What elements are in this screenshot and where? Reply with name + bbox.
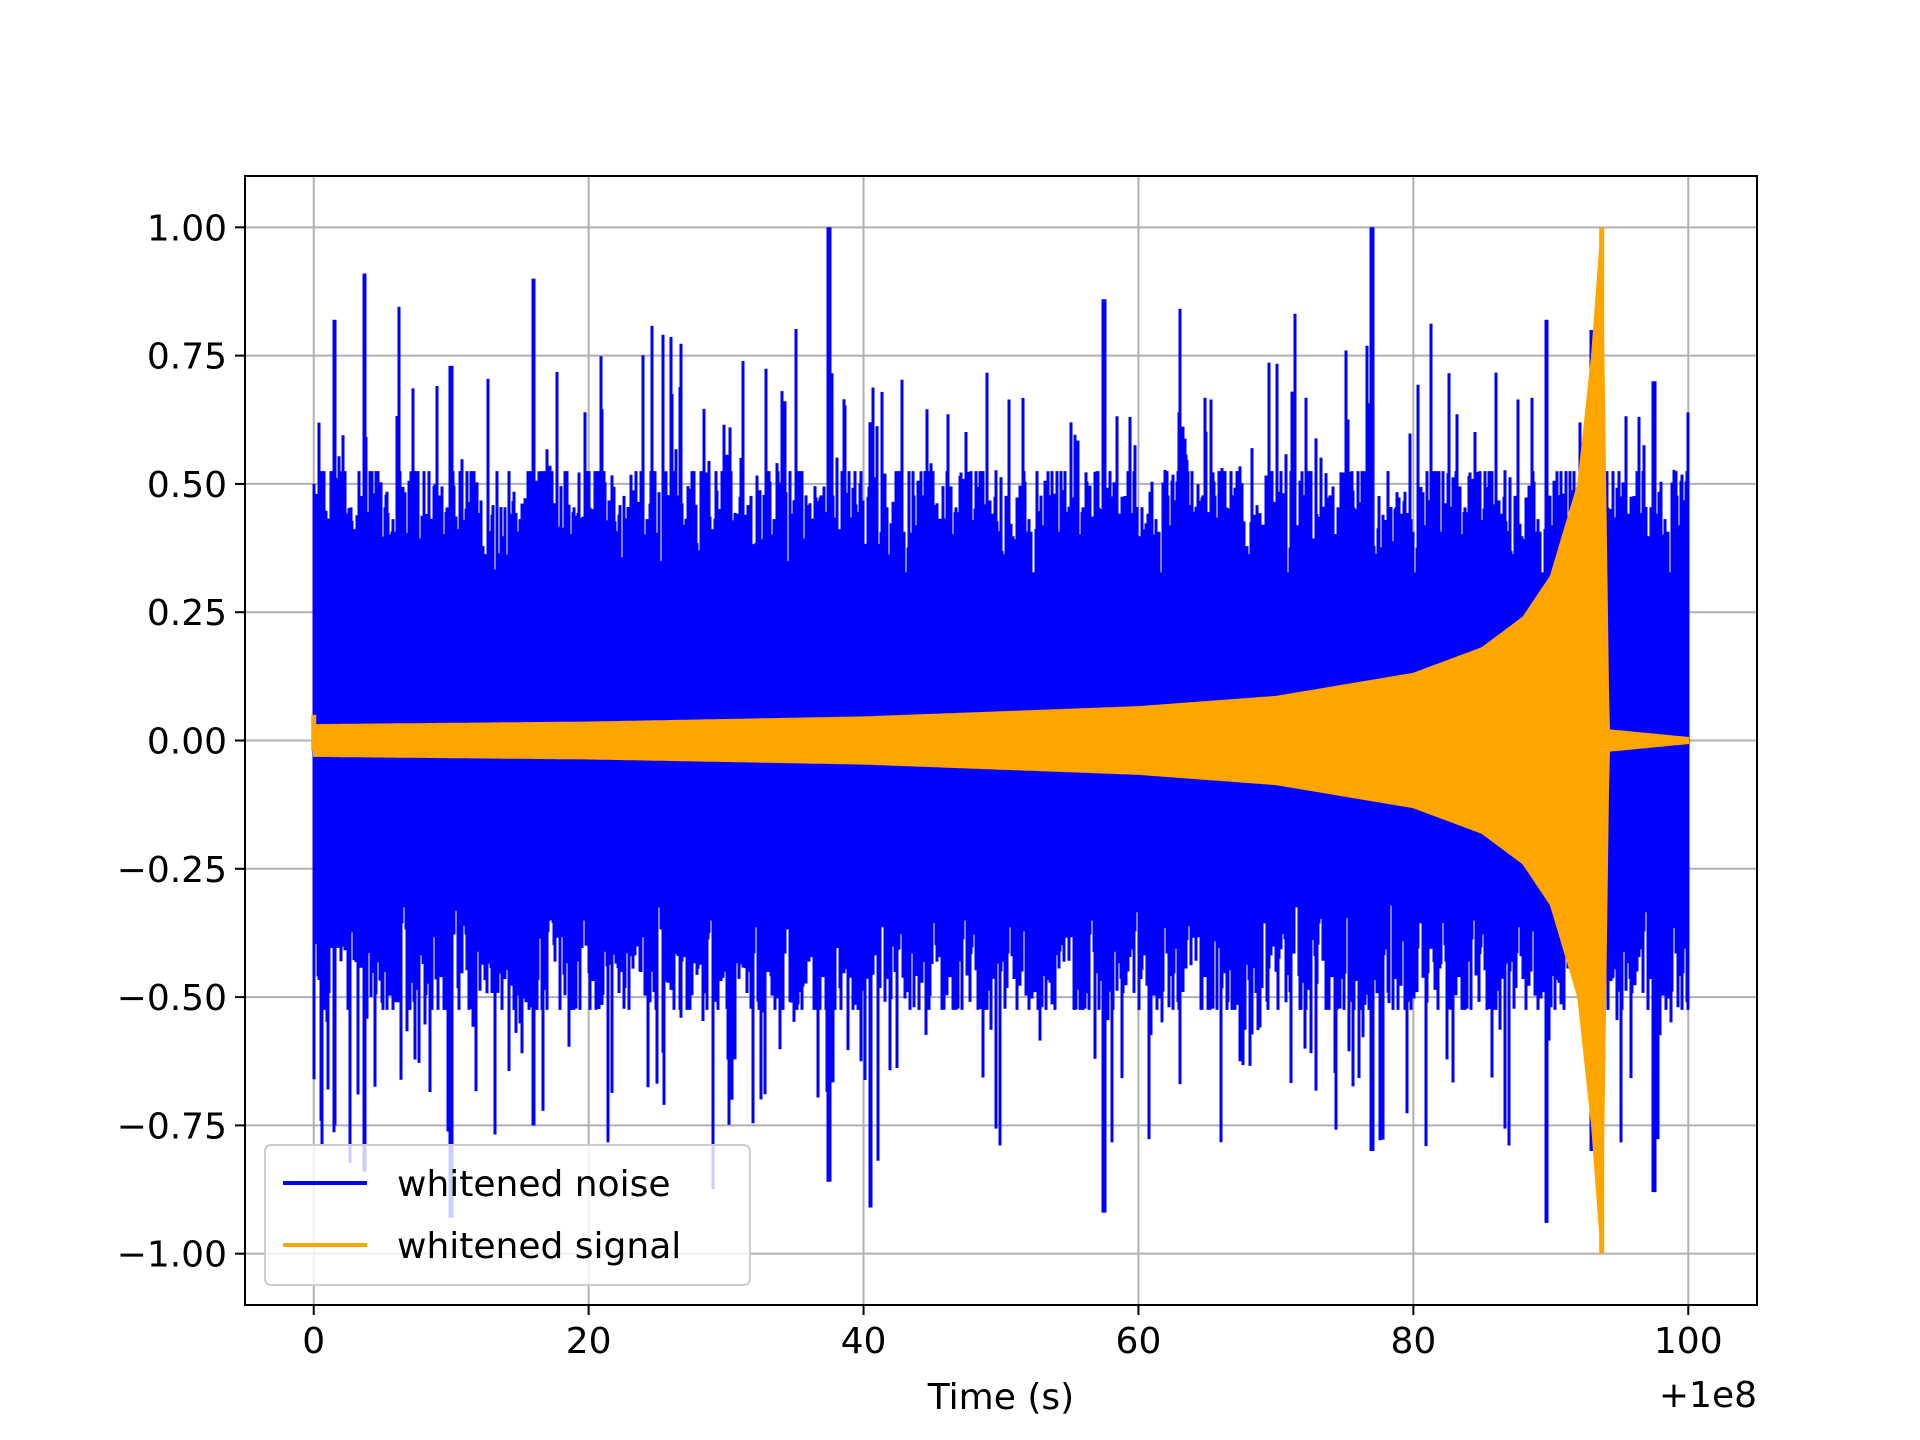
x-axis-label: Time (s) [927, 1377, 1074, 1418]
y-tick-label: 1.00 [147, 208, 227, 249]
x-axis-offset-label: +1e8 [1659, 1375, 1757, 1416]
x-tick-label: 60 [1116, 1321, 1162, 1362]
x-axis-ticks: 0 20 40 60 80 100 [302, 1305, 1723, 1362]
legend-label-whitened-noise: whitened noise [397, 1164, 671, 1205]
y-axis-ticks: −1.00 −0.75 −0.50 −0.25 0.00 0.25 0.50 0.75 1.00 [117, 208, 245, 1276]
x-tick-label: 20 [566, 1321, 612, 1362]
x-tick-label: 40 [841, 1321, 887, 1362]
legend-box [264, 1144, 751, 1286]
y-tick-label: 0.00 [147, 722, 227, 763]
y-tick-label: −0.75 [117, 1106, 227, 1147]
y-tick-label: 0.75 [147, 337, 227, 378]
y-tick-label: −0.25 [117, 850, 227, 891]
y-tick-label: −1.00 [117, 1235, 227, 1276]
legend: whitened noise whitened signal [264, 1144, 751, 1286]
x-tick-label: 100 [1654, 1321, 1723, 1362]
y-tick-label: −0.50 [117, 978, 227, 1019]
series-whitened-signal [313, 236, 1689, 1245]
plot-area [311, 227, 1690, 1254]
x-tick-label: 0 [302, 1321, 325, 1362]
legend-label-whitened-signal: whitened signal [397, 1226, 681, 1267]
y-tick-label: 0.50 [147, 465, 227, 506]
y-tick-label: 0.25 [147, 593, 227, 634]
x-tick-label: 80 [1390, 1321, 1436, 1362]
